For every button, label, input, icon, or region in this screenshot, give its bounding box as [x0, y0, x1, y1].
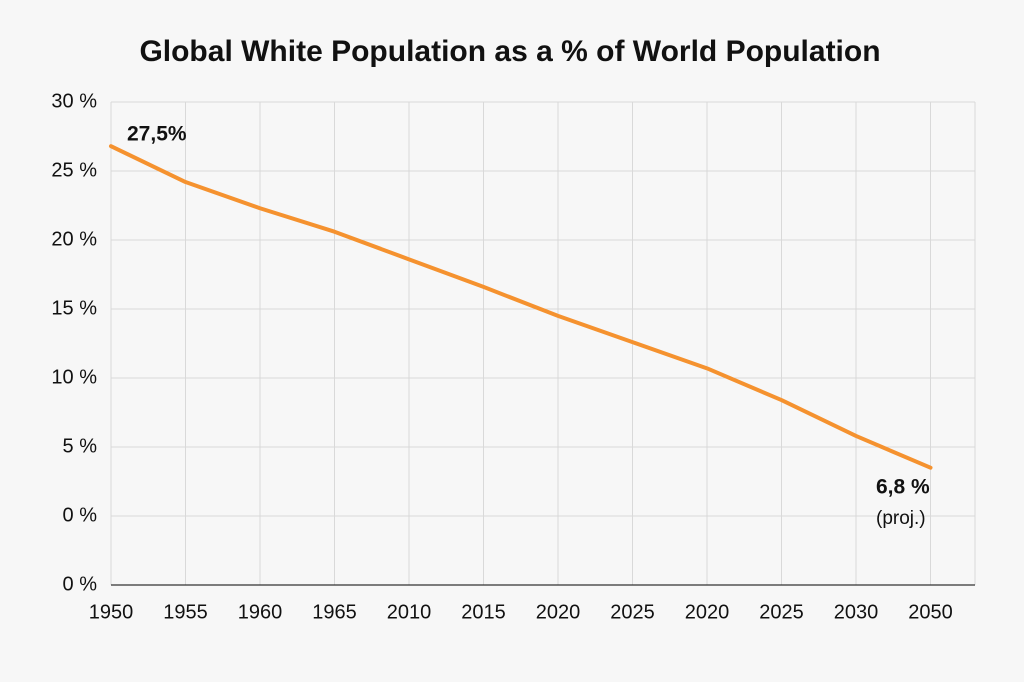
annotation: 27,5%: [127, 123, 187, 146]
y-tick-label: 0 %: [63, 573, 98, 595]
x-tick-label: 2020: [685, 601, 730, 623]
y-tick-label: 0 %: [63, 504, 98, 526]
y-tick-label: 30 %: [51, 90, 97, 112]
annotation: 6,8 %: [876, 476, 930, 499]
y-tick-label: 5 %: [63, 435, 98, 457]
x-tick-label: 2030: [834, 601, 879, 623]
x-tick-label: 2050: [908, 601, 953, 623]
x-tick-label: 1955: [163, 601, 208, 623]
x-tick-label: 2025: [610, 601, 655, 623]
y-tick-label: 25 %: [51, 159, 97, 181]
data-line: [109, 144, 933, 470]
x-tick-label: 1950: [89, 601, 134, 623]
x-tick-label: 1965: [312, 601, 357, 623]
chart-title: Global White Population as a % of World …: [139, 35, 880, 68]
x-tick-label: 1960: [238, 601, 283, 623]
y-tick-label: 10 %: [51, 366, 97, 388]
x-tick-label: 2020: [536, 601, 581, 623]
plot: 0 % 0 % 5 % 10 % 15 % 20 % 25 % 30 % 1950 1955 196…: [51, 90, 976, 623]
x-tick-label: 2015: [461, 601, 506, 623]
x-tick-label: 2010: [387, 601, 432, 623]
annotation: (proj.): [876, 508, 926, 529]
y-tick-label: 20 %: [51, 228, 97, 250]
x-tick-label: 2025: [759, 601, 804, 623]
y-tick-label: 15 %: [51, 297, 97, 319]
